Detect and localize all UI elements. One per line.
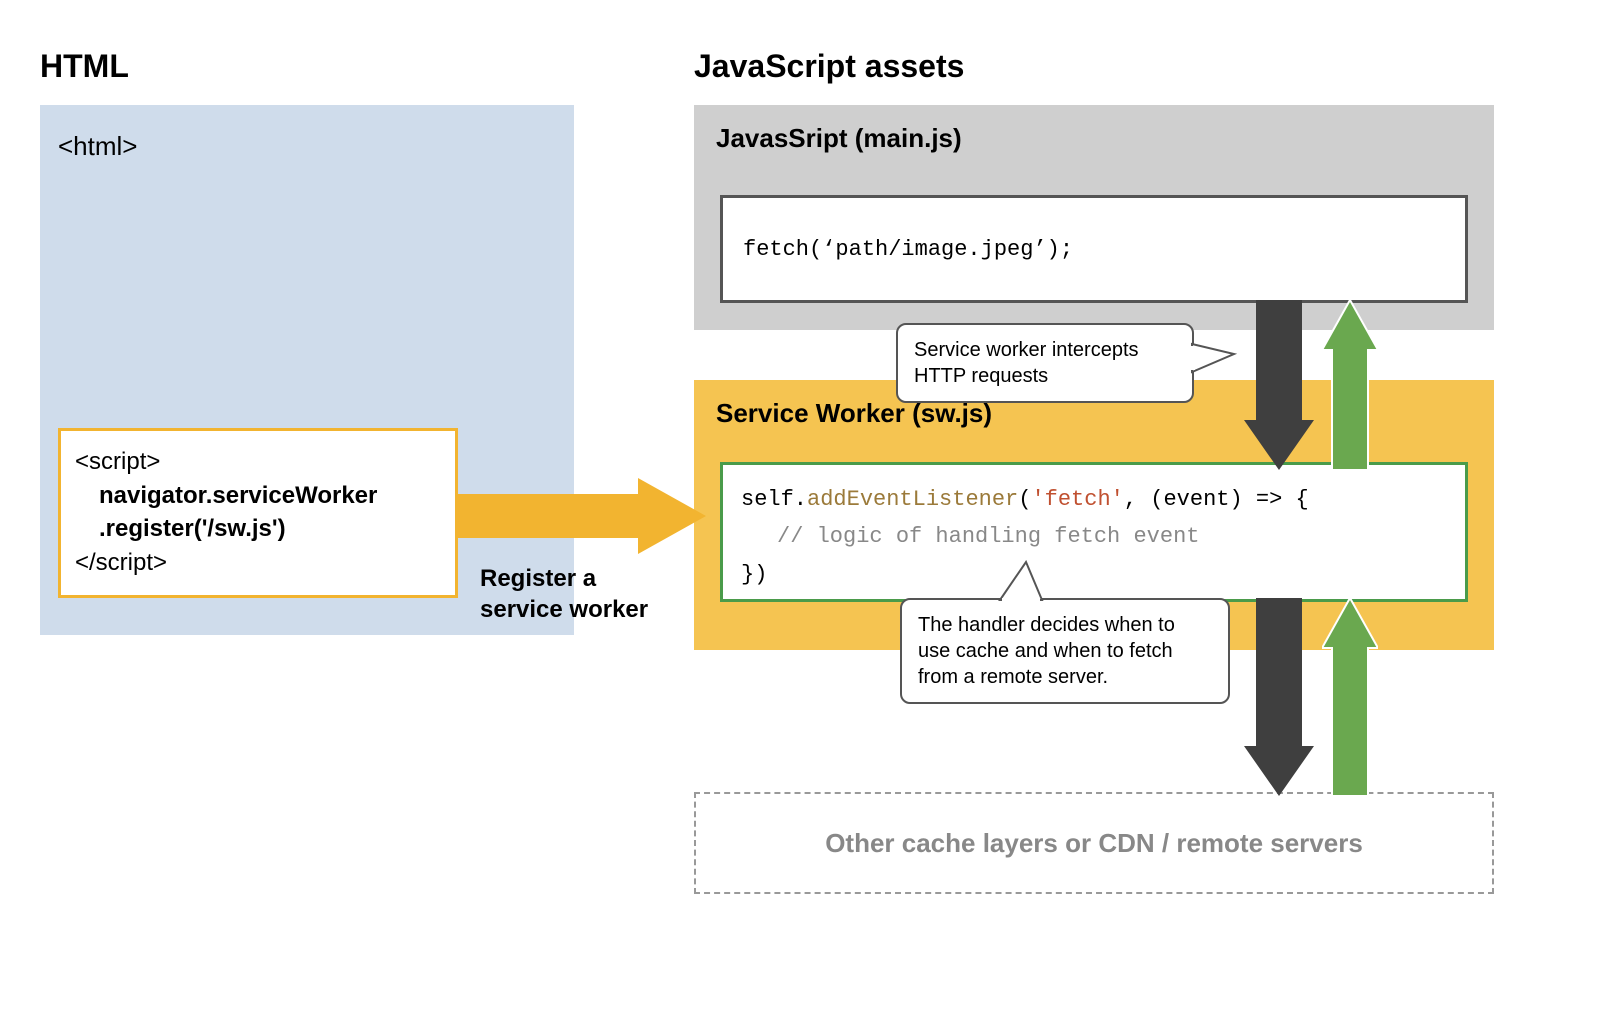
sw-code-line2: // logic of handling fetch event xyxy=(741,518,1447,555)
script-open-tag: <script> xyxy=(75,445,441,479)
cdn-box: Other cache layers or CDN / remote serve… xyxy=(694,792,1494,894)
sw-code-line3: }) xyxy=(741,556,1447,593)
script-line-register: .register('/sw.js') xyxy=(75,512,441,546)
sw-code-self: self. xyxy=(741,487,807,512)
sw-code-string: 'fetch' xyxy=(1031,487,1123,512)
register-arrow xyxy=(458,478,706,554)
arrow-cdn-to-sw xyxy=(1322,598,1378,796)
register-label-line1: Register a xyxy=(480,565,596,592)
callout-intercept-line2: HTTP requests xyxy=(914,365,1048,387)
callout-intercept-tail xyxy=(1188,338,1238,378)
callout-handler-line3: from a remote server. xyxy=(918,666,1108,688)
sw-code-rest: , (event) => { xyxy=(1124,487,1309,512)
sw-code-line1: self.addEventListener('fetch', (event) =… xyxy=(741,481,1447,518)
register-label-line2: service worker xyxy=(480,596,648,623)
script-close-tag: </script> xyxy=(75,546,441,580)
callout-handler-tail xyxy=(990,560,1050,604)
html-title: HTML xyxy=(40,48,129,85)
sw-code-method: addEventListener xyxy=(807,487,1018,512)
callout-handler: The handler decides when to use cache an… xyxy=(900,598,1230,704)
register-arrow-label: Register a service worker xyxy=(480,563,648,625)
js-main-panel-title: JavasSript (main.js) xyxy=(716,123,1472,154)
fetch-code-text: fetch(‘path/image.jpeg’); xyxy=(743,237,1073,262)
script-line-navigator: navigator.serviceWorker xyxy=(75,479,441,513)
html-script-box: <script> navigator.serviceWorker .regist… xyxy=(58,428,458,598)
arrow-sw-to-cdn xyxy=(1244,598,1314,796)
fetch-code-box: fetch(‘path/image.jpeg’); xyxy=(720,195,1468,303)
callout-intercept-line1: Service worker intercepts xyxy=(914,339,1139,361)
html-tag: <html> xyxy=(58,131,556,162)
arrow-fetch-to-sw xyxy=(1244,300,1314,470)
sw-code-box: self.addEventListener('fetch', (event) =… xyxy=(720,462,1468,602)
js-assets-title: JavaScript assets xyxy=(694,48,964,85)
sw-code-open: ( xyxy=(1018,487,1031,512)
cdn-box-text: Other cache layers or CDN / remote serve… xyxy=(825,828,1363,859)
callout-handler-line2: use cache and when to fetch xyxy=(918,640,1173,662)
callout-handler-line1: The handler decides when to xyxy=(918,614,1175,636)
callout-intercept: Service worker intercepts HTTP requests xyxy=(896,323,1194,403)
arrow-sw-to-fetch xyxy=(1322,300,1378,470)
